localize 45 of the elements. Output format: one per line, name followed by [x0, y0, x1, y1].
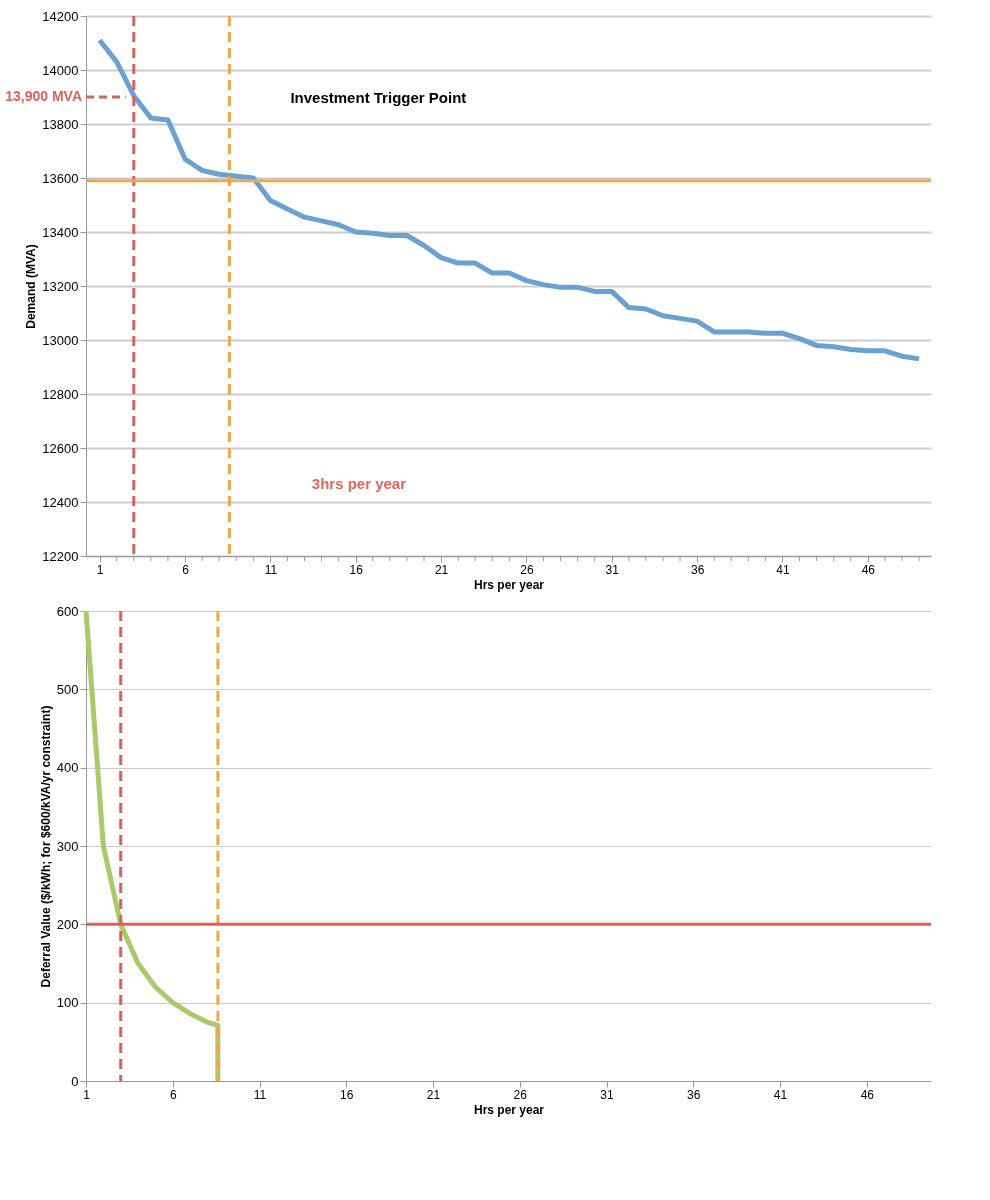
x-axis-title: Hrs per year: [473, 1102, 545, 1117]
x-tick-label: 16: [349, 562, 364, 577]
y-tick-label: 0: [71, 1073, 79, 1089]
y-axis-title: Demand (MVA): [24, 244, 39, 329]
x-tick-label: 21: [426, 1087, 441, 1102]
x-tick-label: 26: [520, 562, 534, 577]
x-tick-label: 6: [182, 562, 190, 577]
x-tick-label: 11: [253, 1087, 267, 1102]
x-tick-label: 46: [861, 562, 876, 577]
x-tick-label: 31: [600, 1087, 615, 1102]
x-tick-label: 26: [513, 1087, 528, 1102]
y-tick-label: 14200: [42, 8, 79, 24]
x-tick-label: 11: [264, 562, 278, 577]
y-tick-label: 14000: [42, 62, 79, 78]
y-tick-label: 13000: [42, 332, 79, 348]
annotation: 3hrs per year: [311, 475, 407, 493]
y-tick-label: 600: [56, 603, 79, 619]
y-tick-label: 13200: [42, 278, 79, 294]
x-tick-label: 36: [687, 1087, 701, 1102]
y-axis-title: Deferral Value ($/kWh; for $600/kVA/yr constraint): [38, 705, 53, 988]
x-tick-label: 41: [776, 562, 790, 577]
y-tick-label: 13600: [42, 170, 79, 186]
x-axis-title: Hrs per year: [473, 577, 545, 592]
y-tick-label: 13400: [42, 224, 79, 240]
y-tick-label: 12200: [42, 548, 79, 564]
x-tick-label: 36: [690, 562, 705, 577]
annotation: Investment Trigger Point: [290, 88, 467, 106]
y-tick-label: 12400: [42, 494, 79, 510]
x-tick-label: 31: [605, 562, 620, 577]
x-tick-label: 6: [169, 1087, 177, 1102]
y-tick-label: 12600: [42, 440, 79, 456]
y-tick-label: 500: [56, 681, 79, 697]
x-tick-label: 41: [773, 1087, 788, 1102]
x-tick-label: 1: [83, 1087, 91, 1102]
annotation: 13,900 MVA: [5, 88, 82, 104]
y-tick-label: 100: [56, 995, 79, 1011]
y-tick-label: 12800: [42, 386, 79, 402]
y-tick-label: 200: [56, 916, 79, 932]
y-tick-label: 400: [56, 760, 79, 776]
y-tick-label: 13800: [42, 116, 79, 132]
x-tick-label: 21: [434, 562, 449, 577]
x-tick-label: 46: [860, 1087, 875, 1102]
y-tick-label: 300: [56, 838, 79, 854]
x-tick-label: 16: [340, 1087, 354, 1102]
x-tick-label: 1: [96, 562, 104, 577]
